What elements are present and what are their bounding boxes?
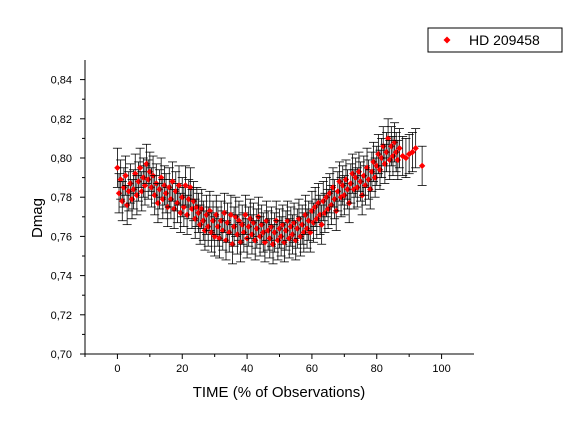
diamond-marker [409, 148, 416, 156]
diamond-marker [282, 227, 290, 234]
legend: HD 209458 [427, 27, 563, 53]
diamond-marker [175, 182, 183, 189]
data-point [192, 186, 202, 228]
data-point [219, 192, 229, 233]
diamond-marker [396, 145, 403, 152]
data-point [180, 165, 190, 206]
diamond-marker [373, 162, 380, 170]
x-tick-label: 40 [241, 363, 253, 375]
diamond-marker [221, 209, 228, 217]
diamond-marker [200, 217, 207, 224]
data-point [317, 204, 327, 245]
diamond-marker [146, 168, 154, 175]
diamond-marker [156, 186, 163, 193]
diamond-marker [334, 188, 342, 195]
x-tick-label: 0 [114, 363, 120, 375]
x-tick-label: 60 [306, 363, 318, 375]
diamond-marker [418, 162, 426, 170]
diamond-marker [114, 164, 121, 171]
diamond-marker [263, 217, 270, 224]
diamond-marker [342, 176, 350, 183]
diamond-marker [115, 190, 123, 197]
diamond-marker [193, 203, 201, 211]
diamond-marker [326, 190, 333, 197]
data-point [121, 155, 131, 196]
diamond-marker [378, 154, 385, 162]
diamond-marker [305, 217, 312, 224]
diamond-marker [117, 176, 124, 183]
diamond-marker [357, 178, 364, 185]
y-axis-label: Dmag [29, 198, 46, 238]
diamond-marker [360, 172, 367, 179]
diamond-marker [161, 182, 168, 189]
diamond-marker [214, 223, 222, 230]
y-tick-label: 0,72 [51, 310, 72, 322]
diamond-marker [248, 231, 256, 238]
data-point [145, 151, 155, 192]
diamond-marker [303, 225, 311, 232]
y-tick-label: 0,78 [51, 192, 72, 204]
data-point [339, 175, 349, 216]
diamond-marker [412, 145, 419, 152]
diamond-marker [302, 211, 309, 219]
x-tick-label: 100 [432, 363, 450, 375]
diamond-marker [318, 221, 325, 228]
diamond-marker [209, 217, 217, 224]
data-point [262, 200, 272, 241]
diamond-marker [271, 229, 278, 236]
diamond-marker [227, 211, 235, 219]
diamond-marker [242, 211, 249, 219]
diamond-marker [339, 182, 346, 189]
diamond-marker [234, 231, 241, 238]
data-point [143, 159, 153, 200]
diamond-marker [298, 221, 306, 228]
diamond-marker [122, 172, 129, 179]
diamond-marker [281, 239, 288, 246]
diamond-marker [162, 190, 170, 197]
y-tick-label: 0,70 [51, 349, 72, 361]
data-point [417, 145, 427, 186]
x-axis-label: TIME (% of Observations) [193, 384, 366, 401]
diamond-marker [145, 176, 152, 183]
y-tick-label: 0,84 [51, 75, 72, 87]
diamond-marker [148, 184, 155, 191]
data-point [292, 208, 302, 249]
diamond-marker [402, 154, 410, 162]
diamond-marker [217, 217, 225, 224]
data-point [398, 136, 408, 177]
plot-area [112, 118, 427, 265]
x-tick-label: 80 [371, 363, 383, 375]
y-tick-label: 0,80 [51, 153, 72, 165]
diamond-marker [347, 180, 355, 187]
legend-marker-diamond-icon [443, 36, 451, 44]
y-tick-label: 0,74 [51, 271, 72, 283]
diamond-marker [185, 195, 192, 203]
legend-label: HD 209458 [469, 32, 540, 48]
diamond-marker [182, 182, 189, 189]
y-tick-label: 0,76 [51, 231, 72, 243]
x-tick-label: 20 [176, 363, 188, 375]
diamond-marker [245, 223, 252, 230]
diamond-marker [294, 225, 301, 232]
diamond-marker [344, 186, 351, 193]
y-axis-ticks: 0,70 0,72 0,74 0,76 0,78 0,80 0,82 0,84 [51, 75, 85, 361]
diamond-marker [203, 211, 210, 219]
x-axis-ticks: 0 20 40 60 80 100 [84, 354, 451, 375]
data-point [411, 128, 421, 169]
diamond-marker [253, 225, 261, 232]
diamond-marker [276, 225, 283, 232]
y-tick-label: 0,82 [51, 114, 72, 126]
diamond-marker [311, 203, 319, 211]
